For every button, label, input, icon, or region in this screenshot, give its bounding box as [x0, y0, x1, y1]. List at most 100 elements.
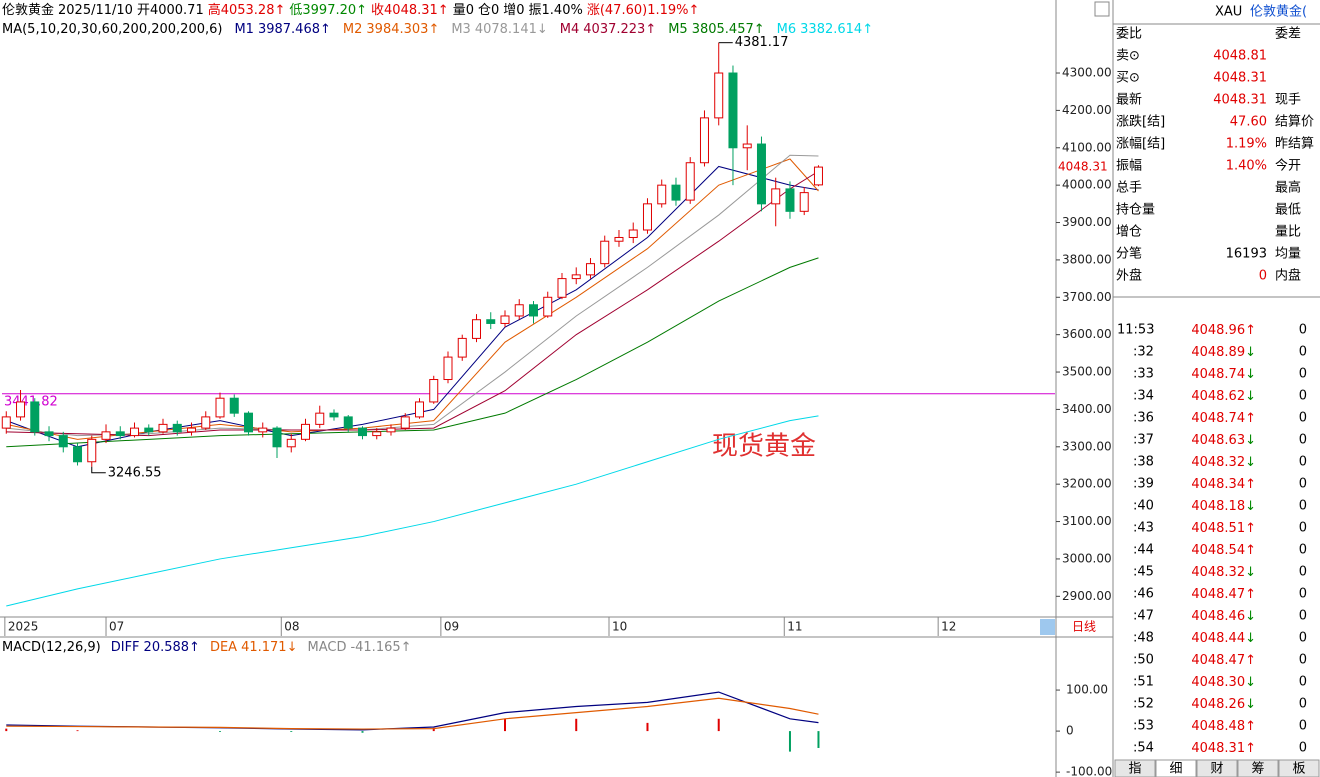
- quote-label: 卖⊙: [1116, 49, 1140, 64]
- candle-body: [457, 337, 467, 358]
- quote-value: 4048.31: [1213, 93, 1267, 108]
- tick-volume: 0: [1299, 609, 1307, 624]
- candle-body: [414, 401, 424, 418]
- tab-label[interactable]: 细: [1169, 762, 1182, 777]
- legend-trend: ↓: [537, 22, 548, 37]
- tick-volume: 0: [1299, 521, 1307, 536]
- candle-body: [215, 397, 225, 418]
- quote-right-label: 委差: [1275, 27, 1301, 42]
- y-tick-label: 3600.00: [1062, 327, 1112, 341]
- candle-body: [315, 412, 325, 425]
- candle-body: [771, 188, 781, 205]
- tab[interactable]: [1114, 759, 1156, 777]
- tab[interactable]: [1278, 759, 1320, 777]
- tick-volume: 0: [1299, 389, 1307, 404]
- quote-label: 分笔: [1116, 246, 1142, 262]
- tick-direction: ↑: [1245, 587, 1256, 602]
- info-item: 收4048.31↑: [371, 3, 449, 18]
- quote-label: 持仓量: [1116, 203, 1155, 218]
- candle-body: [301, 423, 311, 440]
- tick-direction: ↑: [1245, 521, 1256, 536]
- candle-body: [44, 431, 54, 437]
- candle-body: [158, 423, 168, 433]
- legend-value: 20.588: [144, 640, 190, 655]
- legend-trend: ↑: [320, 22, 331, 37]
- legend-trend: ↑: [754, 22, 765, 37]
- tick-price: 4048.18↓: [1191, 499, 1256, 514]
- tick-volume: 0: [1299, 367, 1307, 382]
- candle-body: [571, 274, 581, 280]
- tick-volume: 0: [1299, 587, 1307, 602]
- quote-right-label: 结算价: [1275, 115, 1314, 130]
- tick-price-value: 4048.18: [1191, 499, 1245, 514]
- tick-price-value: 4048.62: [1191, 389, 1245, 404]
- legend-name: M2: [343, 22, 363, 37]
- candle-body: [1, 416, 11, 429]
- candle-body: [742, 143, 752, 149]
- legend-trend: ↑: [645, 22, 656, 37]
- tick-time: :46: [1133, 587, 1154, 602]
- current-price-label: 4048.31: [1058, 160, 1108, 174]
- legend-value: 3805.457: [692, 22, 754, 37]
- legend-trend: ↑: [428, 22, 439, 37]
- legend-name: DEA: [210, 640, 237, 655]
- info-item: 开4000.71: [137, 3, 204, 18]
- quote-value: 16193: [1226, 247, 1267, 262]
- tick-time: :54: [1133, 741, 1154, 756]
- tab[interactable]: [1196, 759, 1238, 777]
- candle-body: [642, 203, 652, 231]
- x-tick-label: 2025: [8, 620, 39, 634]
- candle-body: [73, 446, 83, 463]
- low-label: 3246.55: [108, 465, 162, 480]
- tab[interactable]: [1237, 759, 1279, 777]
- tick-price: 4048.32↓: [1191, 455, 1256, 470]
- tick-direction: ↑: [1245, 719, 1256, 734]
- tick-price-value: 4048.30: [1191, 675, 1245, 690]
- tick-price: 4048.54↑: [1191, 543, 1256, 558]
- tab-label[interactable]: 筹: [1251, 761, 1264, 777]
- y-tick-label: 3800.00: [1062, 252, 1112, 266]
- tick-price: 4048.51↑: [1191, 521, 1256, 536]
- period-label[interactable]: 日线: [1072, 620, 1096, 634]
- tab-label[interactable]: 指: [1128, 762, 1141, 777]
- quote-right-label: 最低: [1275, 203, 1301, 218]
- quote-label: 涨幅[结]: [1116, 137, 1165, 152]
- tick-volume: 0: [1299, 345, 1307, 360]
- tick-volume: 0: [1299, 719, 1307, 734]
- candle-body: [329, 412, 339, 418]
- legend-trend: ↓: [287, 640, 298, 655]
- tick-price: 4048.32↓: [1191, 565, 1256, 580]
- quote-right-label: 内盘: [1275, 268, 1301, 284]
- legend-value: 3382.614: [800, 22, 862, 37]
- candle-body: [756, 143, 766, 205]
- candle-body: [286, 438, 296, 448]
- info-item: 振1.40%: [529, 3, 583, 18]
- tick-volume: 0: [1299, 433, 1307, 448]
- tick-price-value: 4048.63: [1191, 433, 1245, 448]
- symbol: XAU: [1215, 5, 1242, 20]
- tab-label[interactable]: 板: [1292, 762, 1305, 777]
- tick-direction: ↑: [1245, 653, 1256, 668]
- y-tick-label: 3700.00: [1062, 290, 1112, 304]
- candle-body: [16, 401, 26, 418]
- menu-button[interactable]: [1094, 1, 1110, 17]
- candle-body: [657, 184, 667, 205]
- legend-trend: ↑: [862, 22, 873, 37]
- tab-label[interactable]: 财: [1210, 762, 1223, 777]
- quote-value: 1.40%: [1226, 159, 1267, 174]
- candle-body: [585, 263, 595, 276]
- info-item: 低3997.20↑: [289, 3, 367, 18]
- tick-price: 4048.31↑: [1191, 741, 1256, 756]
- tick-direction: ↓: [1245, 631, 1256, 646]
- candle-body: [258, 427, 268, 433]
- quote-label: 涨跌[结]: [1116, 114, 1165, 130]
- quote-label: 外盘: [1116, 268, 1142, 284]
- tick-direction: ↑: [1245, 741, 1256, 756]
- tab[interactable]: [1155, 759, 1197, 777]
- scroll-button[interactable]: [1040, 619, 1055, 635]
- quote-label: 最新: [1116, 92, 1142, 108]
- quote-label: 振幅: [1116, 159, 1142, 174]
- candle-body: [229, 397, 239, 414]
- y-tick-label: 4300.00: [1062, 66, 1112, 80]
